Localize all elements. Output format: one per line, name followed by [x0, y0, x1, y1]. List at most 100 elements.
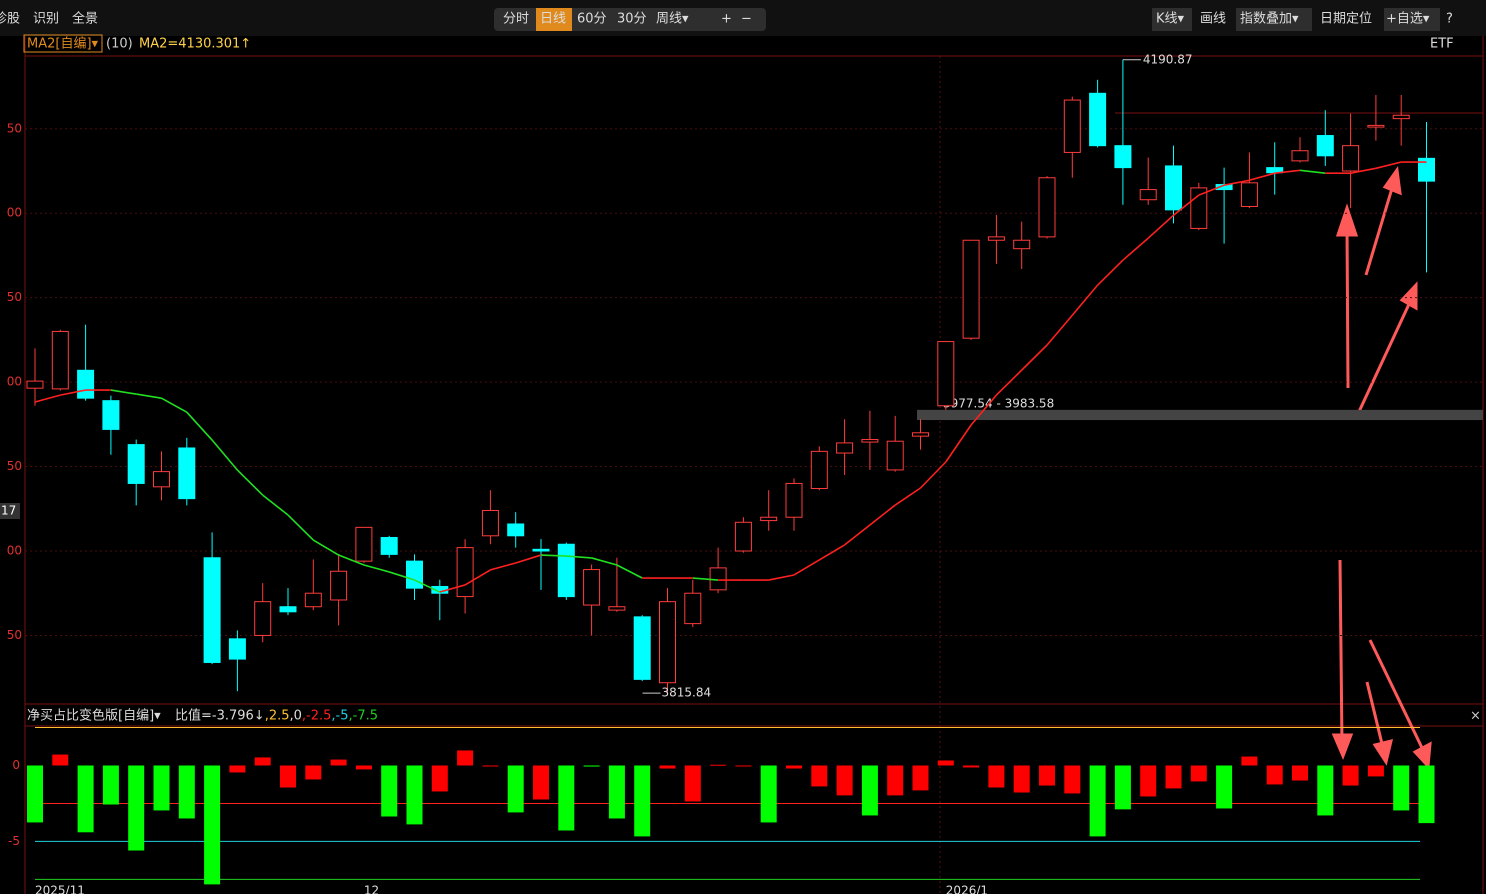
candle-body	[1165, 165, 1182, 211]
zoom-out[interactable]: −	[741, 12, 752, 27]
tool[interactable]: K线▾	[1156, 12, 1185, 27]
candle-body	[1013, 239, 1031, 250]
indicator-bar	[153, 765, 170, 811]
indicator-bar	[1064, 765, 1081, 794]
ma-segment	[540, 554, 567, 557]
ma-segment	[1097, 259, 1124, 286]
indicator-bar	[963, 765, 980, 768]
level-label: ,-7.5	[349, 709, 379, 724]
candle-body	[355, 526, 373, 562]
indicator-bar	[330, 759, 347, 766]
y-tick-label: -5	[8, 834, 20, 848]
candle-body	[583, 569, 601, 606]
ma-segment	[1122, 237, 1149, 261]
ma-segment	[995, 369, 1023, 396]
tool[interactable]: 诊股	[0, 12, 20, 27]
active-period	[536, 8, 572, 31]
tool[interactable]: 识别	[33, 12, 59, 27]
ma-segment	[363, 564, 390, 573]
zoom-in[interactable]: +	[721, 12, 732, 27]
ma-segment	[1350, 167, 1377, 174]
ma-segment	[844, 524, 871, 546]
level-label: ,0	[290, 709, 302, 724]
gap-label: 3977.54 - 3983.58	[943, 396, 1054, 410]
period[interactable]: 30分	[617, 12, 647, 27]
candle-body	[1392, 114, 1410, 120]
indicator-bar	[254, 757, 271, 766]
ma-segment	[439, 584, 466, 593]
y-tick-label: 50	[7, 459, 22, 473]
candle-body	[178, 447, 196, 500]
period[interactable]: 日线	[540, 12, 566, 27]
ma-segment	[692, 577, 719, 581]
indicator-bar	[52, 754, 69, 766]
indicator-bar	[27, 765, 43, 823]
indicator-bar	[102, 765, 119, 805]
period[interactable]: 周线▾	[656, 12, 689, 27]
ma-segment	[211, 439, 239, 471]
candle-body	[51, 330, 69, 390]
ma-segment	[312, 539, 340, 556]
candle-body	[1089, 92, 1107, 147]
ma-segment	[793, 559, 820, 576]
indicator-bar	[811, 765, 828, 787]
ma-segment	[186, 411, 213, 441]
y-tick-label: 00	[7, 206, 22, 220]
indicator-bar	[710, 764, 727, 766]
indicator-bar	[836, 765, 853, 796]
indicator-bar	[684, 765, 701, 802]
arrows	[1331, 165, 1432, 770]
indicator-bar	[1190, 765, 1207, 782]
tool[interactable]: 画线	[1200, 12, 1226, 27]
indicator-bar	[482, 765, 499, 767]
candle-body	[153, 471, 170, 488]
help[interactable]: ?	[1446, 12, 1453, 27]
ma-segment	[616, 564, 643, 579]
indicator-bar	[204, 765, 221, 885]
tool[interactable]: 日期定位	[1320, 12, 1372, 27]
ma-segment	[970, 394, 998, 426]
ma-segment	[1071, 284, 1099, 316]
ma-segment	[60, 389, 86, 396]
ma-segment	[110, 389, 137, 395]
indicator-bar	[786, 765, 802, 769]
ma-segment	[464, 569, 491, 586]
candle-body	[861, 439, 879, 443]
indicator-bar	[861, 765, 878, 816]
ma-segment	[1223, 179, 1250, 186]
indicator-bar	[583, 765, 600, 767]
legend-name[interactable]: MA2[自编]▾	[27, 37, 99, 52]
ma-segment	[161, 397, 188, 413]
ma-segment	[768, 574, 795, 581]
candle-body	[380, 536, 398, 555]
indicator-bar	[229, 765, 246, 773]
legend-box[interactable]	[23, 34, 103, 53]
period[interactable]: 分时	[503, 12, 529, 27]
tool[interactable]: +自选▾	[1386, 12, 1430, 27]
indicator-bar	[937, 760, 954, 766]
candle-body	[1190, 187, 1208, 229]
indicator-bar	[1266, 765, 1283, 785]
btn-bg	[1384, 8, 1440, 31]
legend-param: (10)	[106, 37, 133, 52]
indicator-bar	[457, 750, 474, 766]
candle-body	[962, 239, 980, 339]
indicator-bar	[1367, 765, 1384, 777]
ma-segment	[919, 461, 947, 489]
ma-segment	[414, 579, 441, 593]
indicator-bar	[608, 765, 625, 819]
min-label: 3815.84	[662, 686, 712, 700]
ma-segment	[1375, 161, 1402, 170]
candle-body	[127, 444, 145, 484]
tool[interactable]: 全景	[72, 11, 98, 27]
close-panel[interactable]: ×	[1470, 709, 1481, 724]
candle-body	[633, 616, 651, 680]
ma-segment	[388, 571, 415, 581]
indicator-value: 比值=-3.796↓	[175, 708, 265, 724]
indicator-name[interactable]: 净买占比变色版[自编]▾	[27, 708, 161, 724]
y-tick-label: 50	[7, 628, 22, 642]
indicator-bar	[533, 765, 549, 800]
period[interactable]: 60分	[577, 12, 607, 27]
tool[interactable]: 指数叠加▾	[1240, 12, 1299, 27]
candle-body	[734, 521, 752, 552]
